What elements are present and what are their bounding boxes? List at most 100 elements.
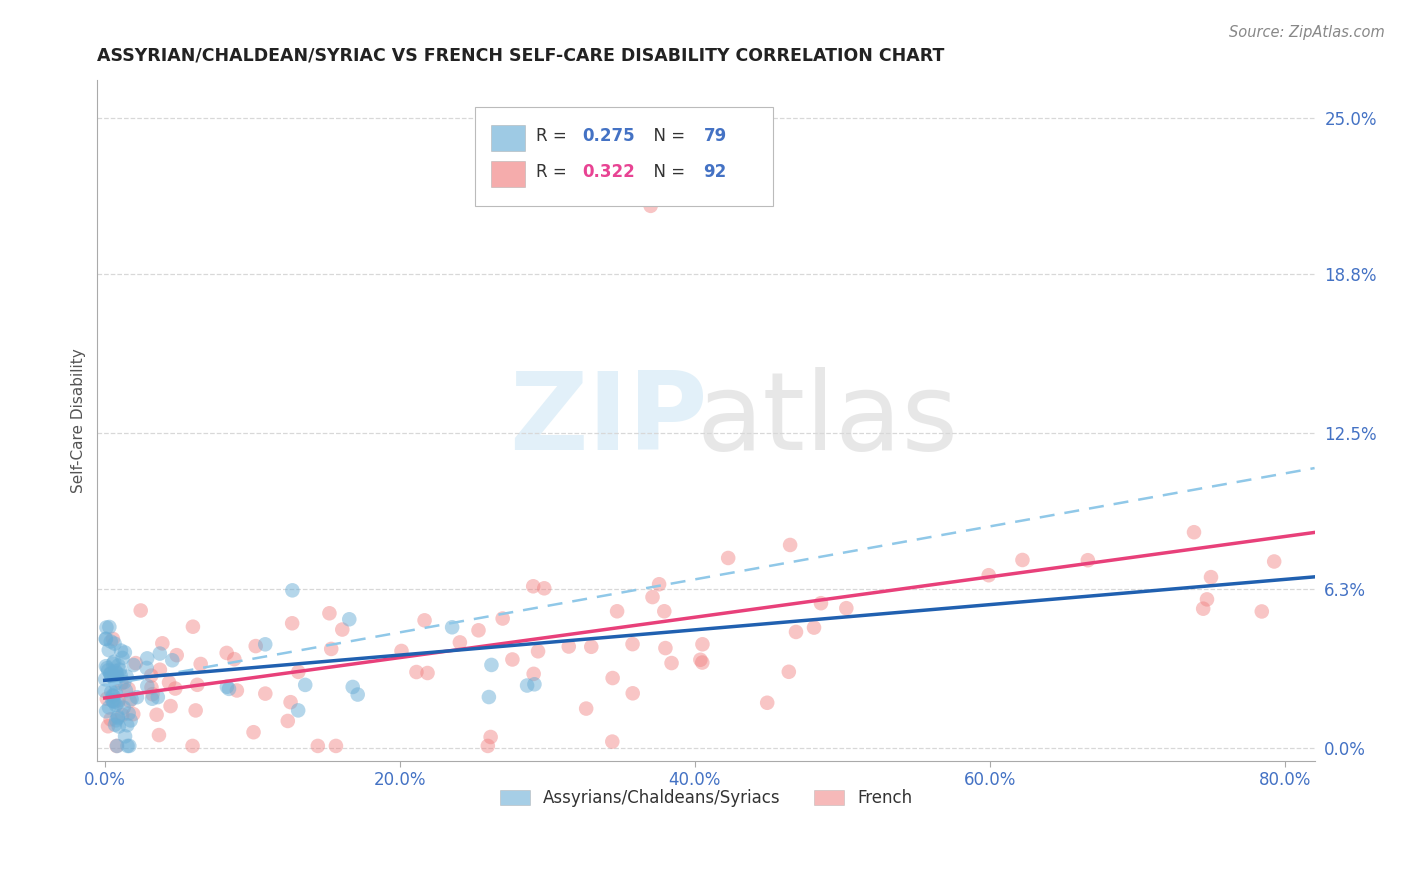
- Point: [479, 730, 502, 744]
- Point: [145, 707, 167, 722]
- Point: [1199, 570, 1222, 584]
- Point: [342, 680, 364, 694]
- Point: [1250, 604, 1272, 618]
- Point: [103, 689, 125, 703]
- Point: [105, 670, 128, 684]
- Point: [100, 685, 122, 699]
- Bar: [491, 125, 524, 152]
- Point: [105, 666, 128, 681]
- Point: [136, 679, 159, 693]
- Point: [112, 700, 135, 714]
- Point: [94, 632, 117, 646]
- Point: [104, 664, 127, 678]
- Text: ASSYRIAN/CHALDEAN/SYRIAC VS FRENCH SELF-CARE DISABILITY CORRELATION CHART: ASSYRIAN/CHALDEAN/SYRIAC VS FRENCH SELF-…: [97, 46, 945, 64]
- Point: [717, 551, 740, 566]
- Point: [654, 641, 676, 656]
- Point: [108, 663, 131, 677]
- Point: [492, 611, 515, 625]
- Point: [101, 694, 124, 708]
- Point: [97, 643, 120, 657]
- Text: Source: ZipAtlas.com: Source: ZipAtlas.com: [1229, 25, 1385, 40]
- Text: ZIP: ZIP: [509, 368, 707, 474]
- Text: 79: 79: [703, 128, 727, 145]
- Point: [245, 639, 267, 653]
- Point: [346, 688, 368, 702]
- Point: [96, 661, 118, 675]
- Text: 0.275: 0.275: [582, 128, 634, 145]
- Point: [1182, 525, 1205, 540]
- Point: [835, 601, 858, 615]
- Point: [648, 577, 671, 591]
- Point: [621, 637, 644, 651]
- Point: [184, 703, 207, 717]
- Point: [104, 676, 127, 690]
- Point: [1011, 553, 1033, 567]
- Point: [600, 734, 623, 748]
- Point: [441, 620, 464, 634]
- Point: [785, 624, 807, 639]
- Point: [104, 698, 127, 712]
- Point: [477, 739, 499, 753]
- Point: [533, 582, 555, 596]
- Point: [94, 672, 117, 686]
- Point: [141, 681, 163, 695]
- Point: [117, 681, 139, 696]
- Point: [405, 665, 427, 679]
- Point: [103, 655, 125, 669]
- Point: [105, 739, 128, 753]
- Point: [501, 652, 523, 666]
- Point: [100, 669, 122, 683]
- Point: [478, 690, 501, 704]
- Point: [110, 668, 132, 682]
- Point: [97, 719, 120, 733]
- Point: [215, 680, 238, 694]
- Point: [104, 717, 127, 731]
- Point: [413, 613, 436, 627]
- Point: [225, 683, 247, 698]
- Text: atlas: atlas: [697, 368, 959, 474]
- Point: [575, 701, 598, 715]
- Point: [516, 679, 538, 693]
- Point: [98, 667, 121, 681]
- Point: [186, 678, 208, 692]
- Point: [148, 728, 170, 742]
- Point: [114, 645, 136, 659]
- Point: [96, 691, 118, 706]
- Point: [277, 714, 299, 728]
- Point: [190, 657, 212, 671]
- Point: [117, 739, 139, 753]
- Point: [1192, 601, 1215, 615]
- Point: [107, 696, 129, 710]
- Point: [330, 623, 353, 637]
- Point: [661, 656, 683, 670]
- Point: [449, 635, 471, 649]
- Point: [162, 653, 184, 667]
- Point: [94, 659, 117, 673]
- Y-axis label: Self-Care Disability: Self-Care Disability: [72, 348, 86, 492]
- Text: N =: N =: [643, 128, 690, 145]
- Point: [112, 675, 135, 690]
- Text: 0.322: 0.322: [582, 162, 634, 181]
- Point: [1077, 553, 1099, 567]
- Point: [146, 690, 169, 705]
- Point: [105, 739, 128, 753]
- Point: [94, 704, 117, 718]
- Point: [606, 604, 628, 618]
- Point: [94, 632, 117, 646]
- Point: [281, 616, 304, 631]
- Text: N =: N =: [643, 162, 690, 181]
- Point: [107, 658, 129, 673]
- FancyBboxPatch shape: [475, 107, 773, 206]
- Point: [100, 712, 122, 726]
- Point: [141, 668, 163, 682]
- Point: [391, 644, 413, 658]
- Point: [101, 693, 124, 707]
- Point: [94, 683, 117, 698]
- Point: [150, 636, 173, 650]
- Point: [280, 695, 302, 709]
- Point: [321, 642, 343, 657]
- Point: [100, 634, 122, 648]
- Point: [416, 665, 439, 680]
- Point: [159, 699, 181, 714]
- Point: [97, 664, 120, 678]
